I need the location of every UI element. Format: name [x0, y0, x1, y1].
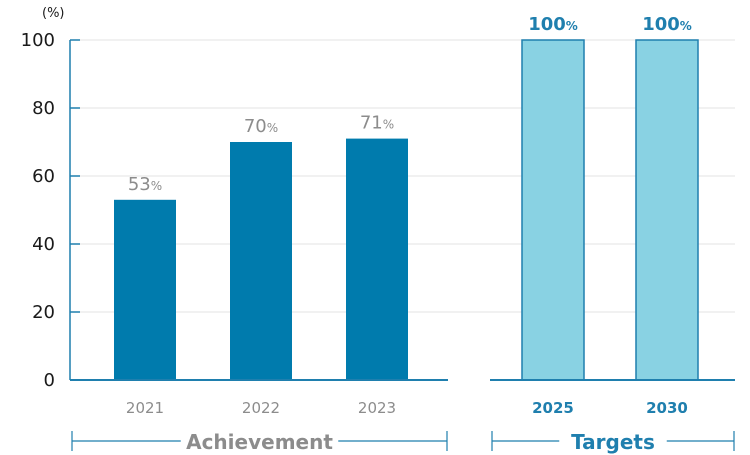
data-label: 53% [128, 174, 162, 195]
group-labels: Achievement Targets [71, 430, 735, 454]
x-tick-label: 2025 [532, 399, 574, 417]
y-tick-label: 0 [44, 370, 55, 391]
group-label: Achievement [186, 430, 333, 454]
x-tick-label: 2030 [646, 399, 688, 417]
bar [346, 138, 408, 380]
y-tick-label: 20 [32, 302, 55, 323]
axes [69, 39, 735, 381]
x-tick-label: 2021 [126, 399, 164, 417]
data-label: 100% [528, 14, 578, 35]
category-labels: 2021 2022 2023 2025 2030 [126, 399, 688, 417]
bar [521, 39, 585, 381]
data-label: 70% [244, 116, 278, 137]
y-tick-label: 100 [21, 30, 55, 51]
bar [635, 39, 699, 381]
y-tick-label: 80 [32, 98, 55, 119]
y-axis-unit-label: (%) [42, 6, 65, 21]
bar [230, 142, 292, 380]
bars [114, 39, 699, 381]
y-axis-ticks: 0 20 40 60 80 100 [21, 30, 55, 391]
x-tick-label: 2023 [358, 399, 396, 417]
y-tick-label: 40 [32, 234, 55, 255]
y-tick-label: 60 [32, 166, 55, 187]
value-labels: 53% 70% 71% 100% 100% [128, 14, 692, 195]
data-label: 100% [642, 14, 692, 35]
bar [114, 199, 176, 380]
data-label: 71% [360, 113, 394, 134]
group-label: Targets [571, 430, 655, 454]
x-tick-label: 2022 [242, 399, 280, 417]
